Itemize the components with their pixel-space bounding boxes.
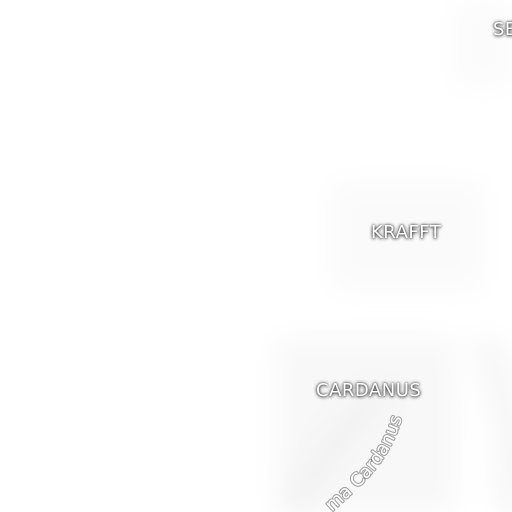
- terrain-shading: [277, 0, 512, 512]
- crater-label-krafft[interactable]: KRAFFT: [371, 222, 442, 243]
- crater-label-se[interactable]: SE: [493, 19, 512, 40]
- crater-label-cardanus[interactable]: CARDANUS: [316, 380, 422, 401]
